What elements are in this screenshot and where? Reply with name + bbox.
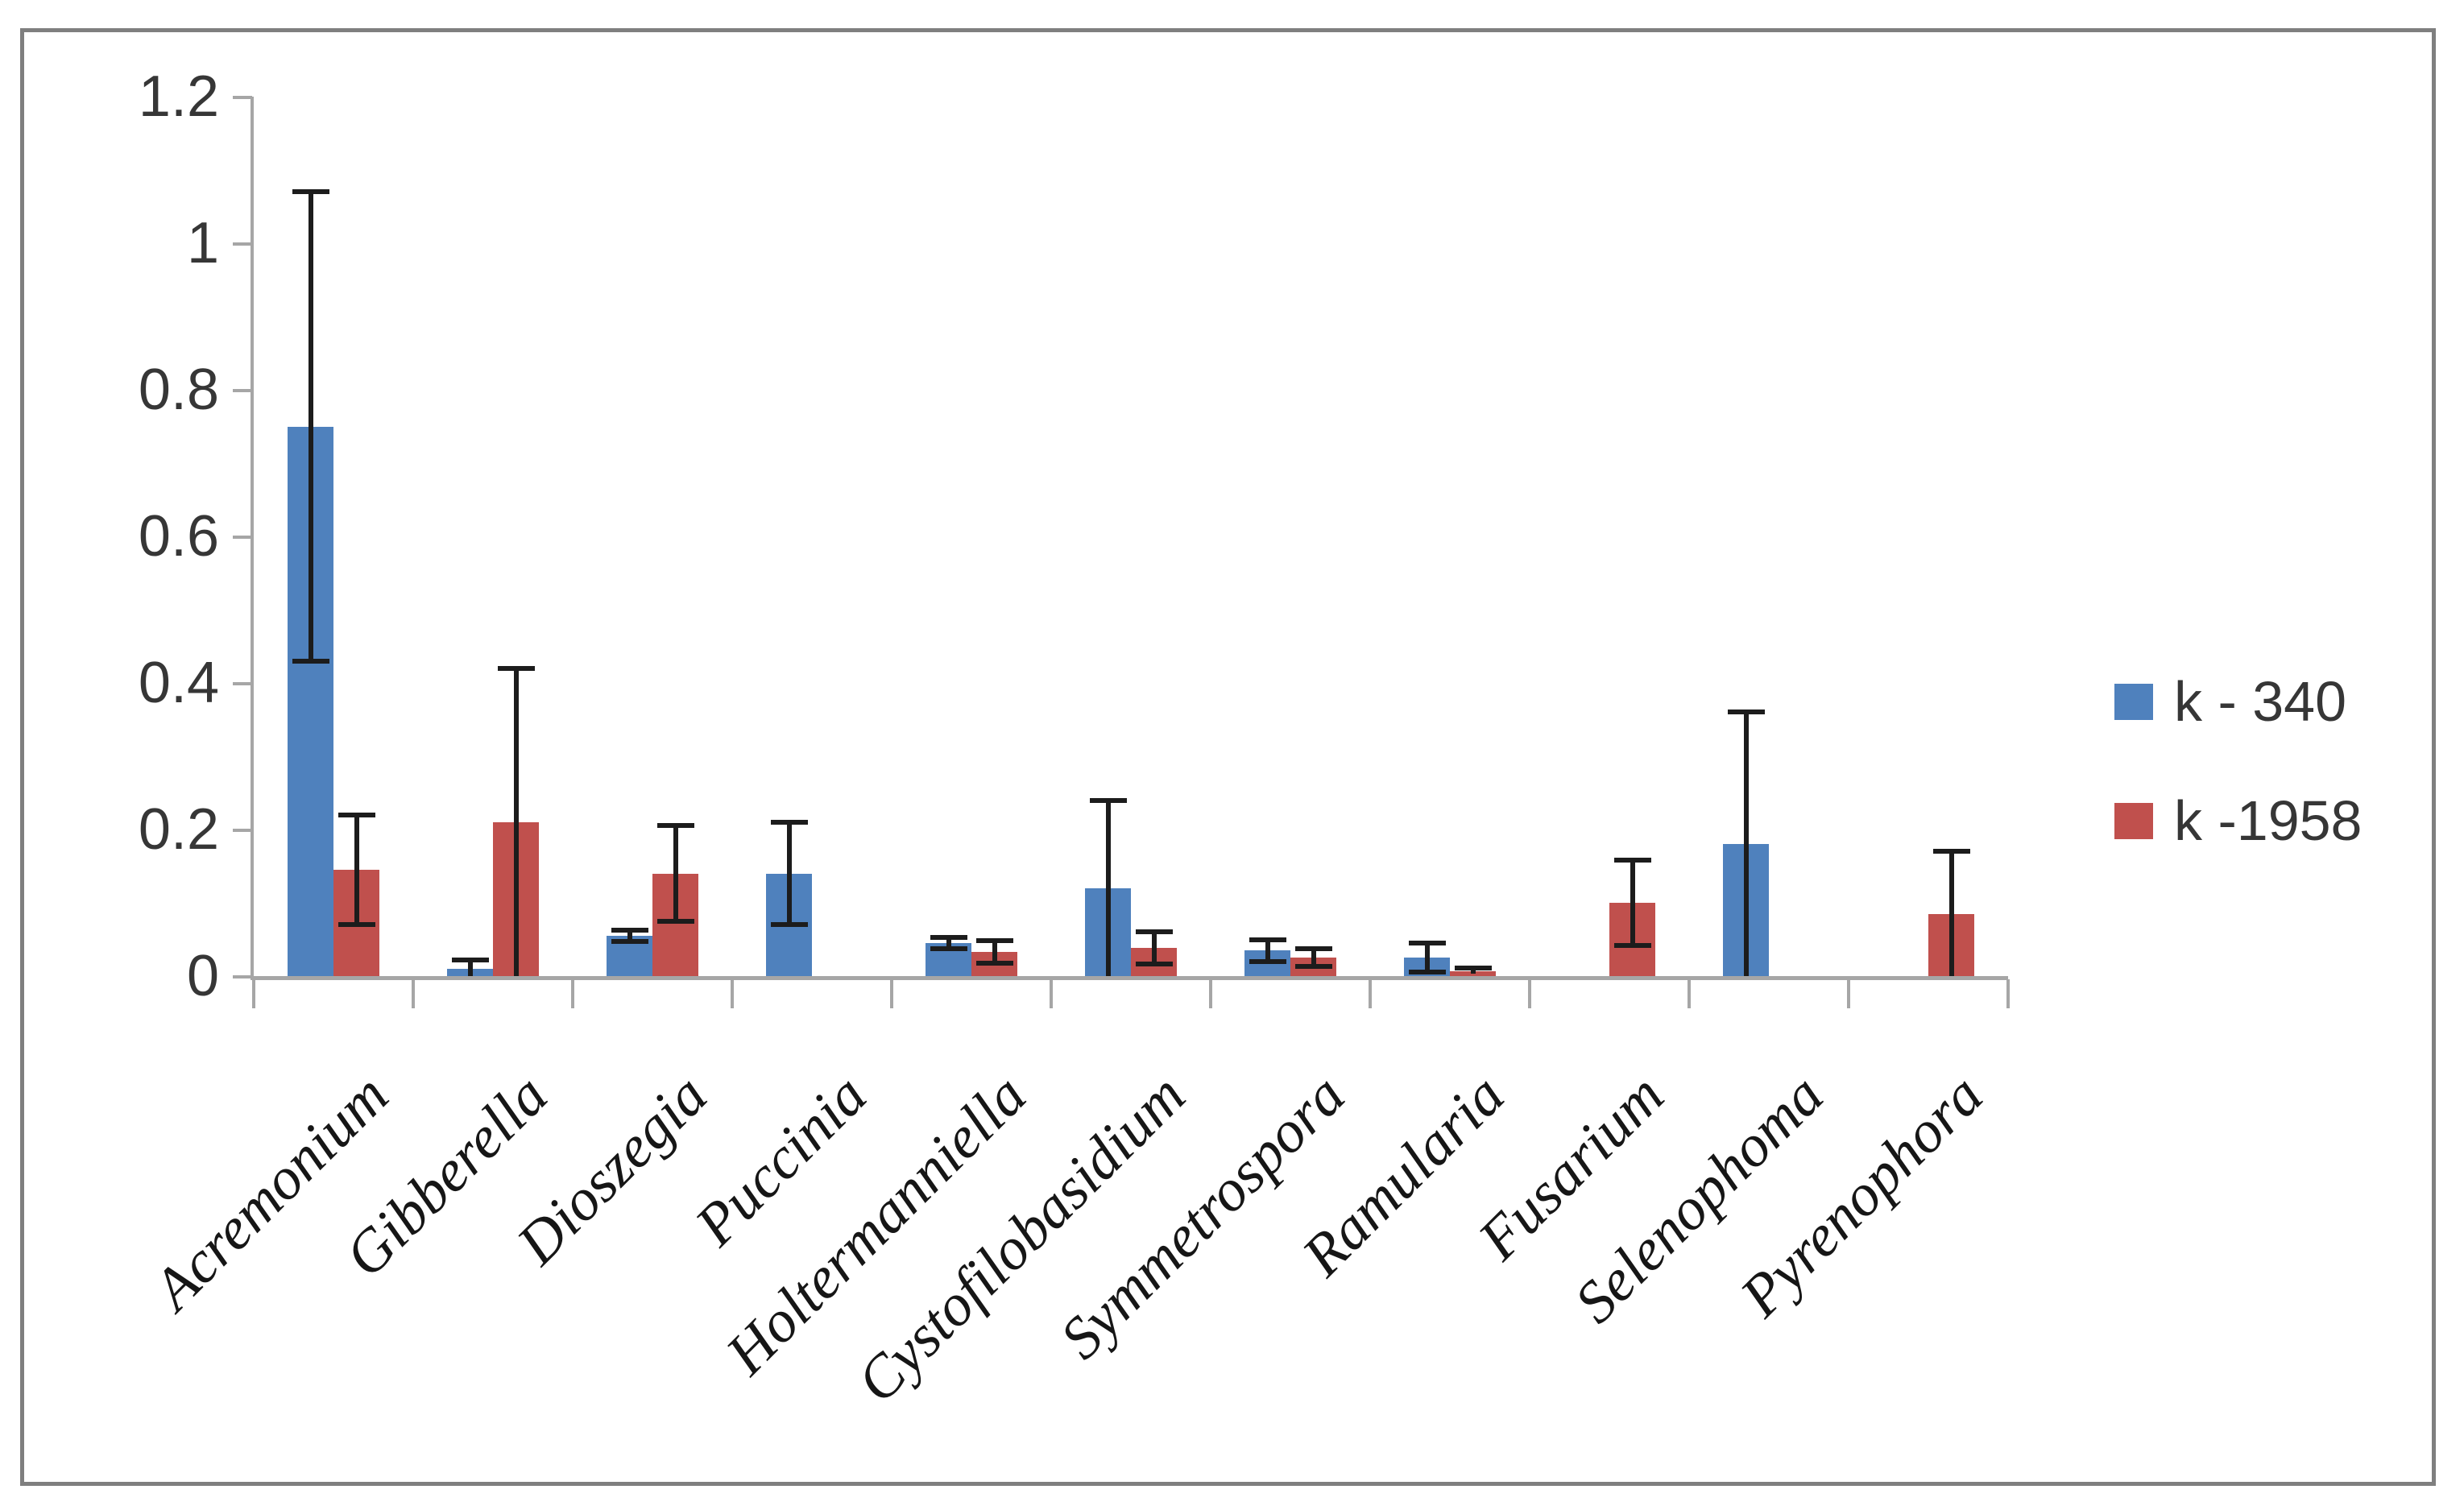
y-axis-tick — [233, 975, 252, 978]
y-tick-label: 0.4 — [138, 651, 219, 715]
error-bar-stem — [1151, 932, 1157, 965]
legend-item-k340: k - 340 — [2114, 673, 2346, 730]
error-bar-cap-bottom — [1249, 958, 1286, 964]
error-bar-stem — [1311, 949, 1316, 967]
error-bar-cap-top — [497, 665, 535, 671]
error-bar-cap-bottom — [975, 960, 1013, 966]
x-axis-tick — [252, 979, 255, 1008]
error-bar-cap-top — [975, 938, 1013, 944]
y-tick-label: 0 — [186, 944, 219, 1008]
error-bar-stem — [1630, 860, 1635, 945]
y-axis-tick — [233, 536, 252, 539]
error-bar-cap-bottom — [1408, 970, 1446, 975]
error-bar-stem — [308, 192, 313, 661]
x-axis-tick — [412, 979, 415, 1008]
error-bar-stem — [1470, 967, 1476, 974]
y-axis-tick — [233, 682, 252, 685]
legend-swatch-k1958 — [2114, 802, 2153, 839]
error-bar-cap-top — [1932, 849, 1970, 854]
error-bar-cap-bottom — [1613, 942, 1651, 948]
error-bar-cap-top — [770, 819, 808, 825]
error-bar-cap-bottom — [656, 918, 694, 924]
x-axis-tick — [1528, 979, 1531, 1008]
error-bar-stem — [1424, 943, 1430, 973]
chart-border-frame — [20, 28, 2436, 1486]
error-bar-stem — [1948, 851, 1954, 976]
x-axis-tick — [890, 979, 893, 1008]
error-bar-cap-bottom — [930, 946, 967, 952]
error-bar-cap-top — [1135, 929, 1173, 935]
y-tick-label: 0.6 — [138, 504, 219, 569]
y-tick-label: 0.2 — [138, 797, 219, 862]
legend-label-k1958: k -1958 — [2174, 789, 2363, 852]
y-tick-label: 1.2 — [138, 64, 219, 129]
error-bar-cap-top — [1727, 710, 1765, 715]
x-axis-tick — [1369, 979, 1372, 1008]
error-bar-stem — [1743, 712, 1749, 976]
x-axis-tick — [1688, 979, 1691, 1008]
y-axis-tick — [233, 389, 252, 392]
error-bar-cap-top — [338, 812, 375, 817]
x-axis-tick — [2006, 979, 2010, 1008]
x-axis-tick — [571, 979, 574, 1008]
x-axis-line — [251, 976, 2008, 980]
y-tick-label: 1 — [186, 211, 219, 275]
legend-label-k340: k - 340 — [2174, 670, 2346, 733]
error-bar-cap-bottom — [1135, 962, 1173, 967]
legend-swatch-k340 — [2114, 683, 2153, 720]
error-bar-cap-bottom — [611, 939, 648, 945]
category-label-symmetrospora: Symmetrospora — [1048, 1061, 1358, 1372]
error-bar-stem — [513, 668, 519, 976]
error-bar-cap-top — [292, 189, 329, 195]
error-bar-cap-top — [1294, 946, 1332, 952]
error-bar-cap-top — [611, 927, 648, 933]
legend-item-k1958: k -1958 — [2114, 792, 2362, 849]
error-bar-cap-bottom — [1294, 964, 1332, 970]
error-bar-stem — [354, 814, 359, 925]
error-bar-cap-top — [1089, 797, 1127, 803]
x-axis-tick — [1050, 979, 1053, 1008]
error-bar-cap-bottom — [338, 922, 375, 928]
error-bar-stem — [992, 941, 997, 963]
x-axis-tick — [731, 979, 734, 1008]
x-axis-tick — [1209, 979, 1212, 1008]
error-bar-stem — [946, 937, 951, 950]
y-axis-tick — [233, 829, 252, 832]
error-bar-cap-top — [1249, 937, 1286, 942]
error-bar-stem — [467, 959, 473, 976]
category-label-acremonium: Acremonium — [140, 1061, 401, 1323]
y-axis-tick — [233, 96, 252, 99]
error-bar-stem — [1105, 800, 1111, 976]
y-tick-label: 0.8 — [138, 358, 219, 422]
x-axis-tick — [1847, 979, 1850, 1008]
error-bar-stem — [786, 821, 792, 925]
error-bar-cap-top — [1613, 858, 1651, 863]
error-bar-cap-bottom — [292, 658, 329, 664]
y-axis-tick — [233, 242, 252, 246]
error-bar-stem — [627, 929, 632, 942]
error-bar-cap-top — [1408, 941, 1446, 946]
y-axis-line — [251, 97, 254, 979]
error-bar-stem — [673, 825, 678, 921]
error-bar-cap-bottom — [770, 922, 808, 928]
error-bar-cap-top — [451, 957, 489, 962]
error-bar-stem — [1265, 939, 1270, 962]
error-bar-cap-top — [656, 823, 694, 829]
error-bar-cap-top — [1454, 965, 1492, 970]
error-bar-cap-top — [930, 934, 967, 940]
